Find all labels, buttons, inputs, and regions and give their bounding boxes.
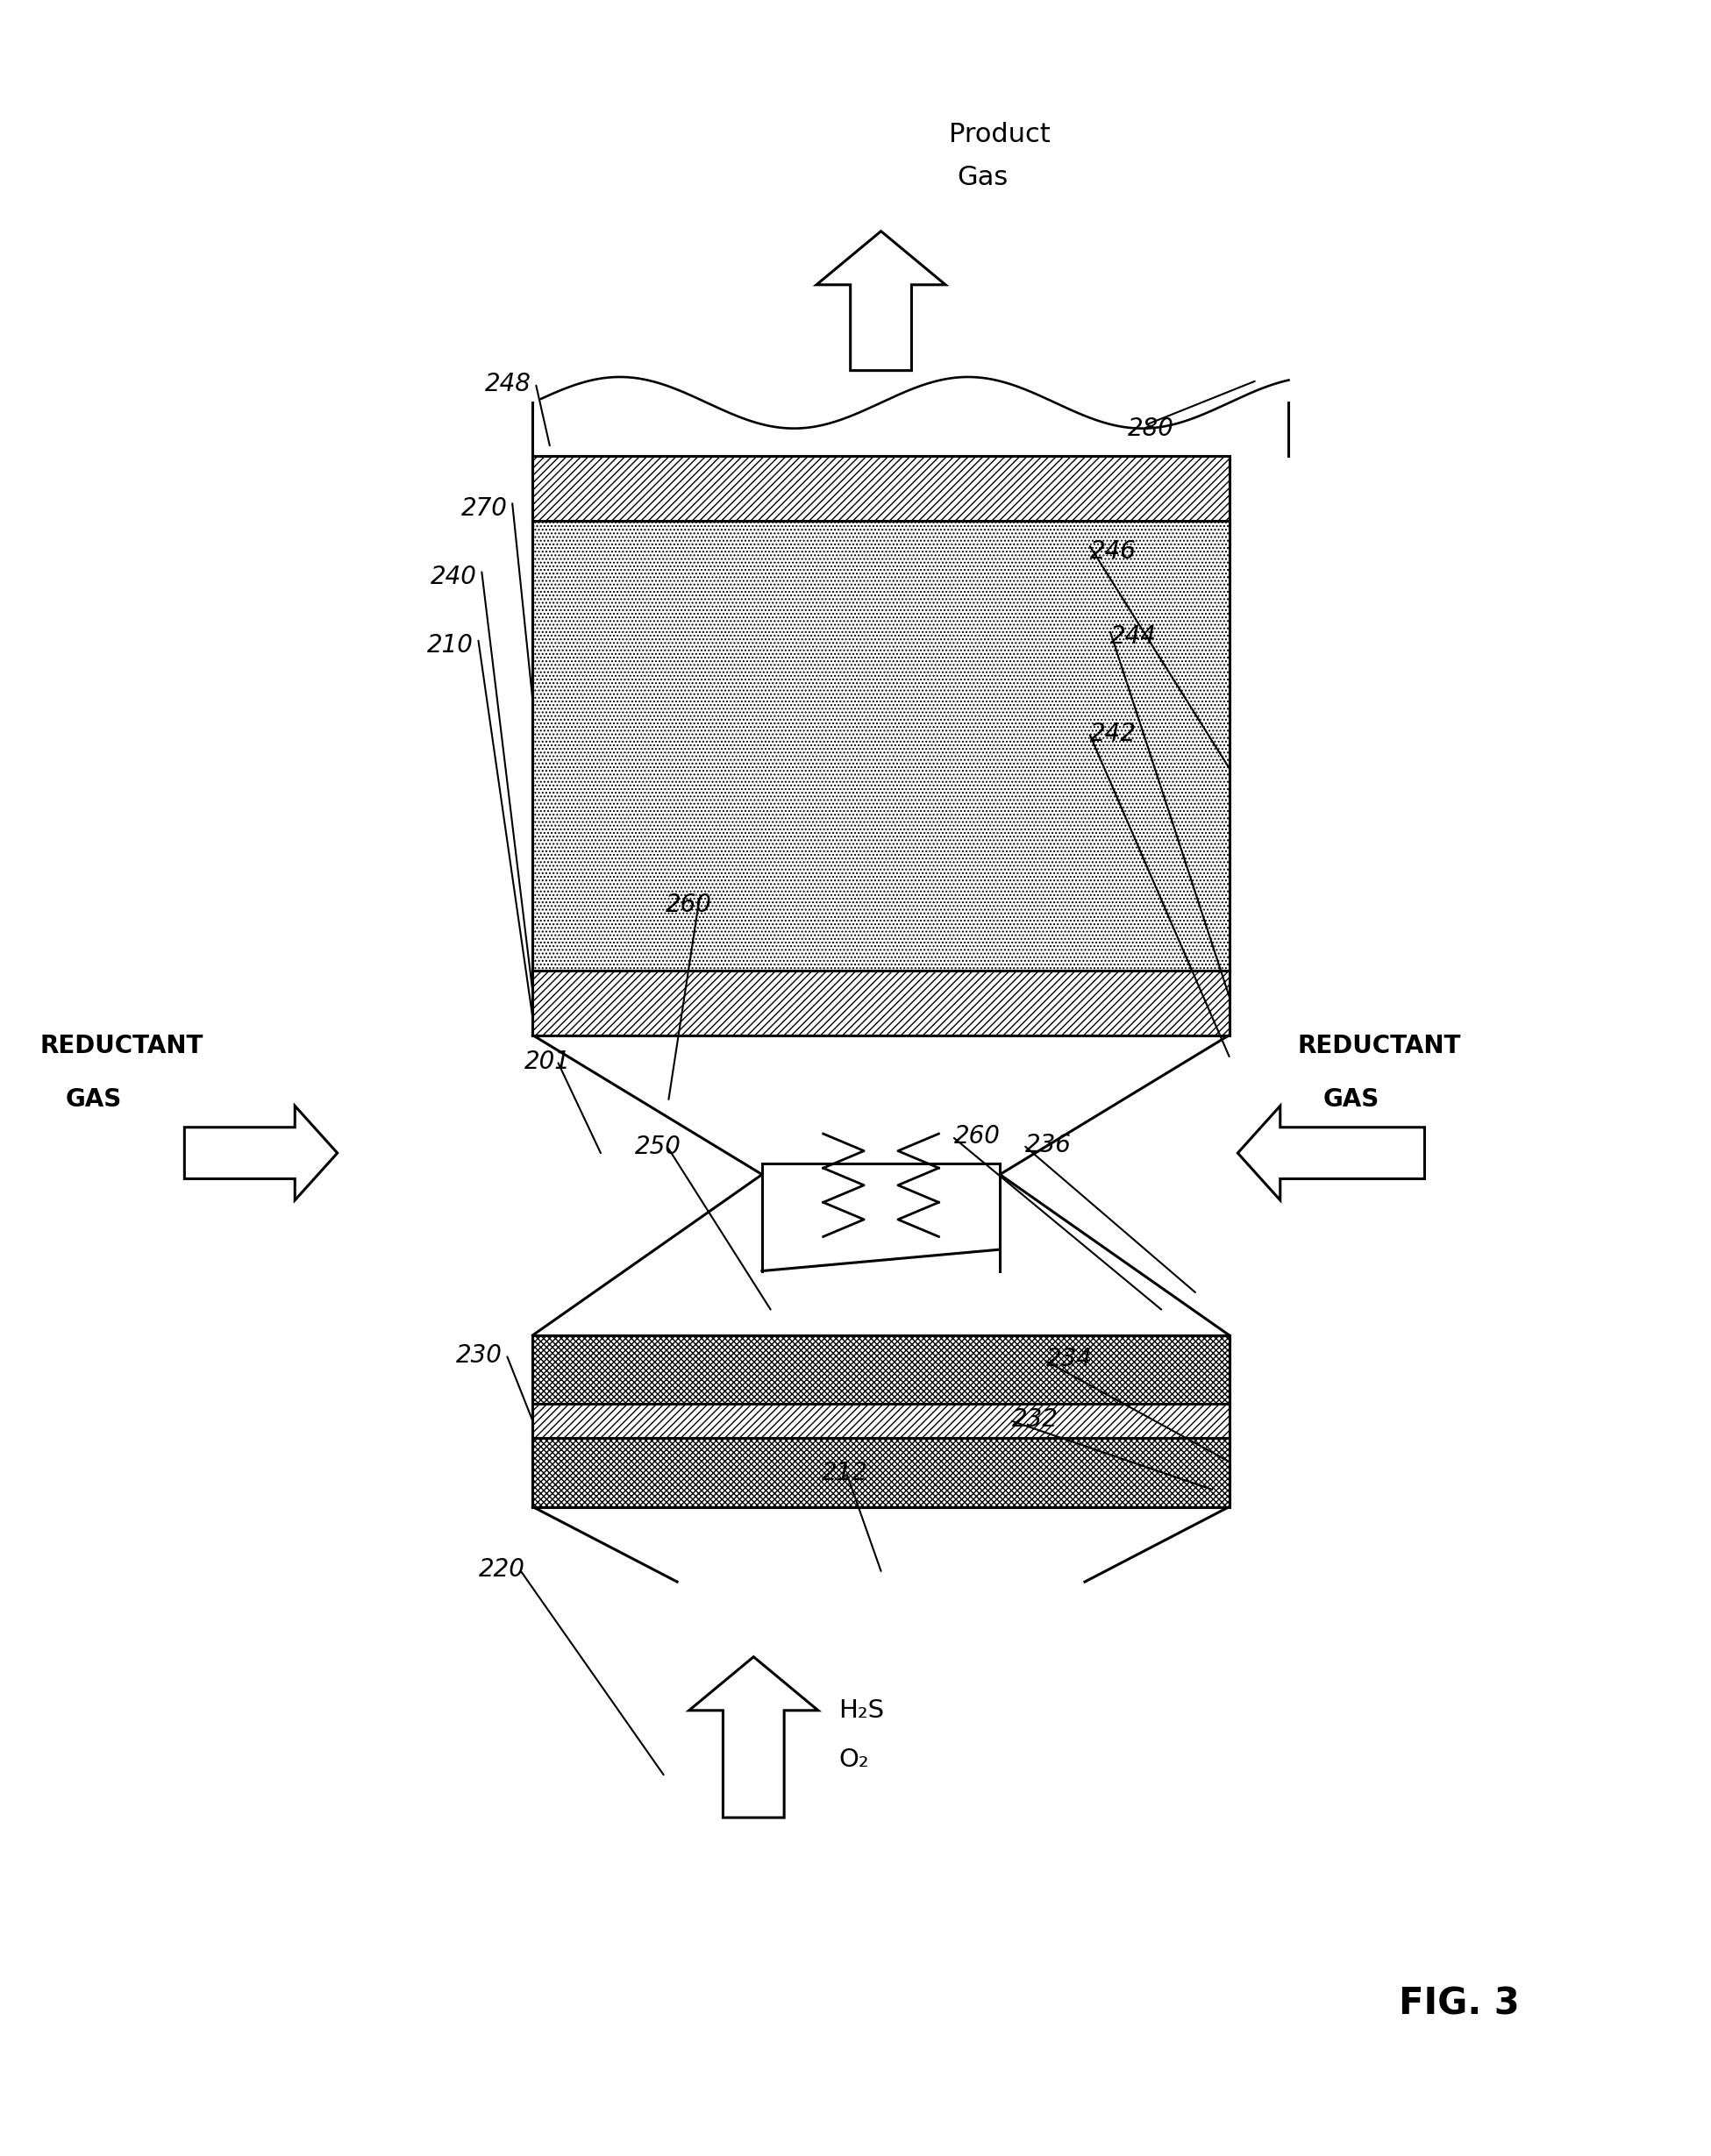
Text: 210: 210 [428, 634, 474, 658]
Text: 234: 234 [1045, 1348, 1092, 1371]
Bar [532, 520, 1228, 970]
Polygon shape [690, 1656, 818, 1818]
Polygon shape [1237, 1106, 1425, 1201]
Text: GAS: GAS [1323, 1087, 1379, 1112]
Text: 236: 236 [1025, 1132, 1071, 1158]
Polygon shape [185, 1106, 337, 1201]
Bar [532, 1335, 1228, 1404]
Text: REDUCTANT: REDUCTANT [1297, 1033, 1461, 1059]
Text: GAS: GAS [65, 1087, 121, 1112]
Polygon shape [816, 231, 946, 371]
Text: O₂: O₂ [838, 1749, 869, 1772]
Bar [532, 1438, 1228, 1507]
Bar [532, 1404, 1228, 1438]
Bar [532, 970, 1228, 1035]
Bar [532, 457, 1228, 1035]
Text: 260: 260 [955, 1123, 1001, 1149]
Text: 220: 220 [479, 1557, 525, 1583]
Text: FIG. 3: FIG. 3 [1400, 1986, 1519, 2022]
Text: 201: 201 [524, 1050, 570, 1074]
Text: 242: 242 [1090, 720, 1136, 746]
Text: Gas: Gas [958, 164, 1008, 190]
Text: 270: 270 [462, 496, 508, 520]
Bar [532, 457, 1228, 520]
Text: 232: 232 [1011, 1408, 1057, 1432]
Text: 230: 230 [457, 1343, 503, 1367]
Text: 240: 240 [431, 565, 477, 589]
Text: 250: 250 [635, 1134, 681, 1160]
Bar [532, 1335, 1228, 1507]
Text: 244: 244 [1110, 625, 1157, 649]
Text: 212: 212 [821, 1462, 867, 1485]
Text: REDUCTANT: REDUCTANT [39, 1033, 204, 1059]
Text: 246: 246 [1090, 539, 1136, 563]
Text: 248: 248 [486, 371, 532, 397]
Text: 280: 280 [1128, 416, 1174, 442]
Text: H₂S: H₂S [838, 1699, 885, 1723]
Text: Product: Product [950, 123, 1051, 147]
Text: 260: 260 [666, 893, 712, 916]
